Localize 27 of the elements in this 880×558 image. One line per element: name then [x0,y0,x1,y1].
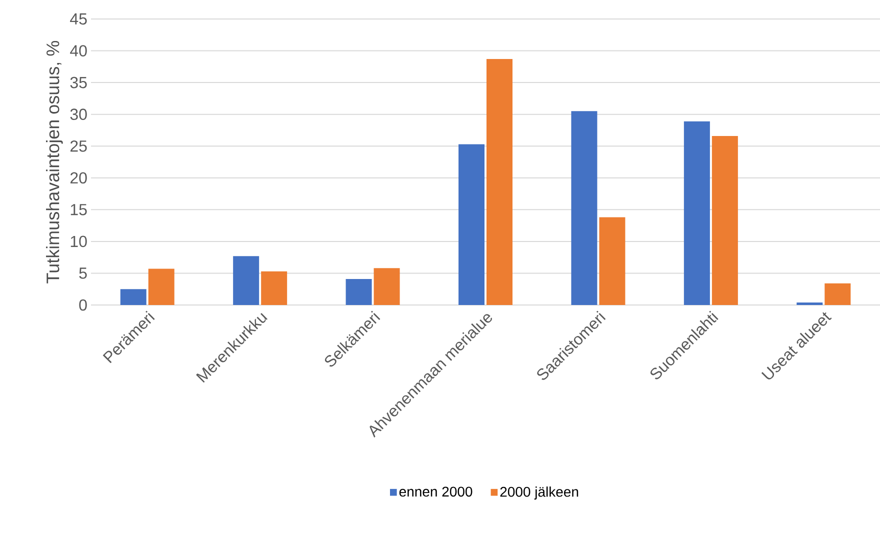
bar [374,268,400,305]
y-tick-label: 5 [79,268,87,279]
y-tick-label: 15 [70,204,87,216]
bar [684,121,710,305]
bar [824,283,851,305]
y-tick-label: 25 [70,140,87,152]
y-tick-label: 45 [70,13,87,25]
y-tick-label: 0 [79,299,87,311]
bar [346,278,372,305]
y-axis-title: Tutkimushavaintojen osuus, % [46,40,63,284]
bar [120,289,146,305]
legend-label: 2000 jälkeen [500,486,578,500]
bar [599,217,626,305]
bar [261,271,288,305]
bar [796,302,823,305]
y-tick-label: 10 [70,236,87,248]
y-tick-label: 40 [70,45,87,56]
bar [148,268,174,305]
legend-label: ennen 2000 [399,486,472,497]
bar [458,144,485,305]
bar [486,59,513,305]
bar [571,111,598,305]
y-tick-label: 30 [70,108,87,120]
bar [233,256,260,305]
bar [712,136,738,305]
y-tick-label: 35 [70,76,87,88]
y-tick-label: 20 [70,172,87,184]
